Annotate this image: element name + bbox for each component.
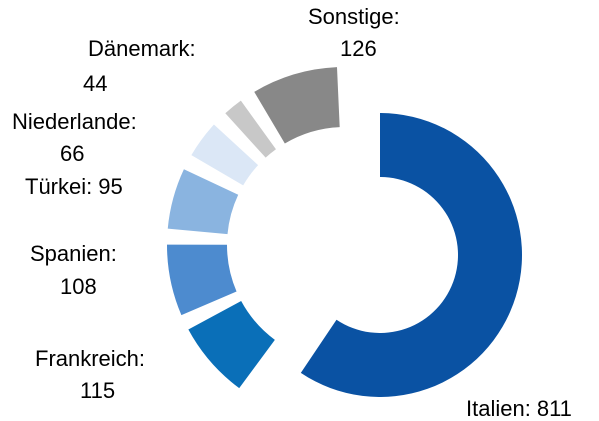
donut-segment <box>167 244 237 316</box>
category-label: Dänemark: <box>88 36 196 61</box>
donut-segment <box>254 67 340 144</box>
value-label: 95 <box>98 174 122 199</box>
donut-segment <box>188 301 275 389</box>
value-label: 108 <box>60 274 97 299</box>
slice-label: Türkei: 95 <box>25 174 123 199</box>
category-label: Sonstige: <box>308 4 400 29</box>
value-label: 811 <box>537 396 572 421</box>
value-label: 44 <box>83 71 107 96</box>
value-label: 115 <box>80 378 115 403</box>
donut-segment <box>191 124 259 186</box>
value-label: 126 <box>340 36 377 61</box>
donut-segment <box>225 100 276 158</box>
donut-segment <box>167 169 239 235</box>
category-label: Spanien: <box>30 241 117 266</box>
category-label: Italien: <box>466 396 531 421</box>
category-label: Niederlande: <box>12 109 137 134</box>
value-label: 66 <box>60 141 84 166</box>
donut-segment <box>300 113 522 397</box>
slice-label: Italien: 811 <box>466 396 572 421</box>
category-label: Frankreich: <box>35 346 145 371</box>
category-label: Türkei: <box>25 174 92 199</box>
